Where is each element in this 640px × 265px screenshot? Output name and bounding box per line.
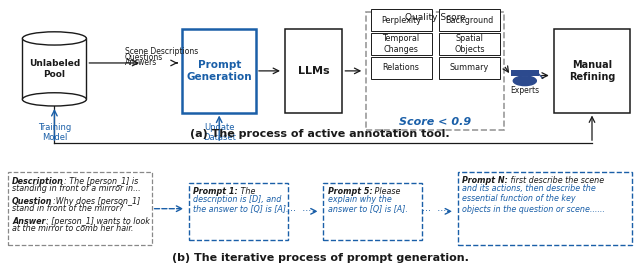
- FancyBboxPatch shape: [371, 9, 432, 31]
- Text: Please: Please: [372, 187, 401, 196]
- Text: and its actions, then describe the
essential function of the key
objects in the : and its actions, then describe the essen…: [462, 184, 605, 214]
- Text: The: The: [238, 187, 255, 196]
- Text: LLMs: LLMs: [298, 66, 330, 76]
- Text: : [person_1] wants to look: : [person_1] wants to look: [45, 217, 150, 226]
- FancyBboxPatch shape: [8, 172, 152, 245]
- Text: Questions: Questions: [125, 53, 163, 62]
- Text: Answer: Answer: [12, 217, 45, 226]
- Text: Manual
Refining: Manual Refining: [569, 60, 615, 82]
- Ellipse shape: [22, 32, 86, 45]
- FancyBboxPatch shape: [511, 70, 539, 76]
- Text: (a) The process of active annotation tool.: (a) The process of active annotation too…: [190, 129, 450, 139]
- Text: Prompt 5:: Prompt 5:: [328, 187, 372, 196]
- FancyBboxPatch shape: [182, 29, 256, 113]
- Text: Unlabeled
Pool: Unlabeled Pool: [29, 59, 80, 79]
- FancyBboxPatch shape: [323, 183, 422, 240]
- FancyBboxPatch shape: [554, 29, 630, 113]
- Ellipse shape: [22, 93, 86, 106]
- Text: Relations: Relations: [383, 63, 420, 72]
- Text: Prompt 1:: Prompt 1:: [193, 187, 238, 196]
- FancyBboxPatch shape: [439, 33, 500, 55]
- Text: description is [D], and
the answer to [Q] is [A].: description is [D], and the answer to [Q…: [193, 195, 289, 214]
- Circle shape: [513, 76, 536, 86]
- Text: Scene Descriptions: Scene Descriptions: [125, 47, 198, 56]
- Text: Experts: Experts: [510, 86, 540, 95]
- Text: ···  ···: ··· ···: [287, 206, 312, 216]
- Text: ···  ···: ··· ···: [422, 206, 446, 216]
- FancyBboxPatch shape: [371, 33, 432, 55]
- Text: standing in front of a mirror in...: standing in front of a mirror in...: [12, 184, 141, 193]
- Text: Update
Dataset: Update Dataset: [203, 123, 236, 142]
- FancyBboxPatch shape: [371, 57, 432, 79]
- Text: Background: Background: [445, 16, 493, 25]
- Text: Perplexity: Perplexity: [381, 16, 421, 25]
- Text: at the mirror to comb her hair.: at the mirror to comb her hair.: [12, 224, 134, 233]
- Text: Answers: Answers: [125, 58, 157, 67]
- Text: Training
Model: Training Model: [38, 123, 71, 142]
- FancyBboxPatch shape: [22, 38, 86, 99]
- Text: Score < 0.9: Score < 0.9: [399, 117, 471, 127]
- FancyBboxPatch shape: [285, 29, 342, 113]
- FancyBboxPatch shape: [439, 57, 500, 79]
- Text: Spatial
Objects: Spatial Objects: [454, 34, 484, 54]
- Text: Temporal
Changes: Temporal Changes: [383, 34, 420, 54]
- Text: Quality Score: Quality Score: [404, 13, 465, 22]
- Text: :Why does [person_1]: :Why does [person_1]: [52, 197, 140, 206]
- FancyBboxPatch shape: [189, 183, 288, 240]
- FancyBboxPatch shape: [458, 172, 632, 245]
- Text: Description: Description: [12, 177, 64, 186]
- FancyBboxPatch shape: [439, 9, 500, 31]
- Text: : The [person_1] is: : The [person_1] is: [64, 177, 138, 186]
- Text: (b) The iterative process of prompt generation.: (b) The iterative process of prompt gene…: [172, 253, 468, 263]
- Text: Question: Question: [12, 197, 52, 206]
- Text: stand in front of the mirror?: stand in front of the mirror?: [12, 204, 124, 213]
- FancyBboxPatch shape: [366, 12, 504, 130]
- Text: Prompt
Generation: Prompt Generation: [186, 60, 252, 82]
- Text: Prompt N:: Prompt N:: [462, 176, 508, 185]
- Text: Summary: Summary: [450, 63, 489, 72]
- Text: explain why the
answer to [Q] is [A].: explain why the answer to [Q] is [A].: [328, 195, 408, 214]
- Text: first describe the scene: first describe the scene: [508, 176, 604, 185]
